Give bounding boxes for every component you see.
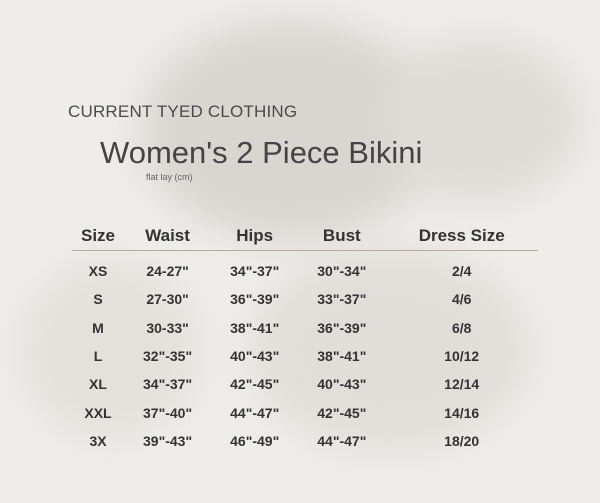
cell-size: XXL — [84, 404, 112, 421]
subtitle: flat lay (cm) — [146, 172, 193, 182]
cell-waist: 30-33" — [146, 319, 189, 336]
table-row: L 32"-35" 40"-43" 38"-41" 10/12 — [72, 342, 538, 370]
header-dress-size: Dress Size — [385, 222, 538, 251]
cell-bust: 30"-34" — [317, 263, 367, 280]
page-title: Women's 2 Piece Bikini — [100, 135, 423, 170]
cell-hips: 46"-49" — [230, 432, 280, 449]
cell-waist: 27-30" — [146, 291, 189, 308]
cell-hips: 42"-45" — [230, 376, 280, 393]
table-row: XL 34"-37" 42"-45" 40"-43" 12/14 — [72, 370, 538, 398]
cell-dress-size: 10/12 — [444, 348, 480, 365]
cell-dress-size: 4/6 — [451, 291, 472, 308]
cell-size: 3X — [89, 432, 107, 449]
table-row: S 27-30" 36"-39" 33"-37" 4/6 — [72, 285, 538, 313]
cell-size: M — [92, 319, 104, 336]
cell-bust: 33"-37" — [317, 291, 367, 308]
header-row: Size Waist Hips Bust Dress Size — [72, 222, 538, 251]
cell-dress-size: 14/16 — [444, 404, 480, 421]
cell-bust: 42"-45" — [317, 404, 367, 421]
watercolor-blot — [380, 40, 580, 200]
cell-bust: 36"-39" — [317, 319, 367, 336]
size-chart-table: Size Waist Hips Bust Dress Size XS 24-27"… — [72, 222, 538, 455]
cell-waist: 39"-43" — [143, 432, 193, 449]
cell-dress-size: 2/4 — [451, 263, 472, 280]
cell-hips: 36"-39" — [230, 291, 280, 308]
cell-bust: 38"-41" — [317, 348, 367, 365]
cell-size: L — [93, 348, 103, 365]
cell-waist: 24-27" — [146, 263, 189, 280]
cell-dress-size: 12/14 — [444, 376, 480, 393]
cell-bust: 40"-43" — [317, 376, 367, 393]
table-row: XXL 37"-40" 44"-47" 42"-45" 14/16 — [72, 398, 538, 426]
header-size: Size — [72, 222, 124, 251]
cell-size: XL — [89, 376, 107, 393]
header-hips: Hips — [211, 222, 299, 251]
table-row: M 30-33" 38"-41" 36"-39" 6/8 — [72, 314, 538, 342]
cell-hips: 40"-43" — [230, 348, 280, 365]
cell-waist: 32"-35" — [143, 348, 193, 365]
cell-waist: 37"-40" — [143, 404, 193, 421]
table-row: XS 24-27" 34"-37" 30"-34" 2/4 — [72, 251, 538, 286]
cell-hips: 34"-37" — [230, 263, 280, 280]
cell-waist: 34"-37" — [143, 376, 193, 393]
cell-size: XS — [88, 263, 108, 280]
cell-hips: 44"-47" — [230, 404, 280, 421]
watercolor-blot — [250, 250, 530, 450]
cell-hips: 38"-41" — [230, 319, 280, 336]
header-bust: Bust — [298, 222, 386, 251]
cell-size: S — [93, 291, 103, 308]
cell-dress-size: 6/8 — [451, 319, 472, 336]
header-waist: Waist — [124, 222, 212, 251]
watercolor-blot — [20, 260, 200, 440]
table-row: 3X 39"-43" 46"-49" 44"-47" 18/20 — [72, 427, 538, 455]
brand-name: CURRENT TYED CLOTHING — [68, 102, 298, 121]
cell-bust: 44"-47" — [317, 432, 367, 449]
cell-dress-size: 18/20 — [444, 432, 480, 449]
